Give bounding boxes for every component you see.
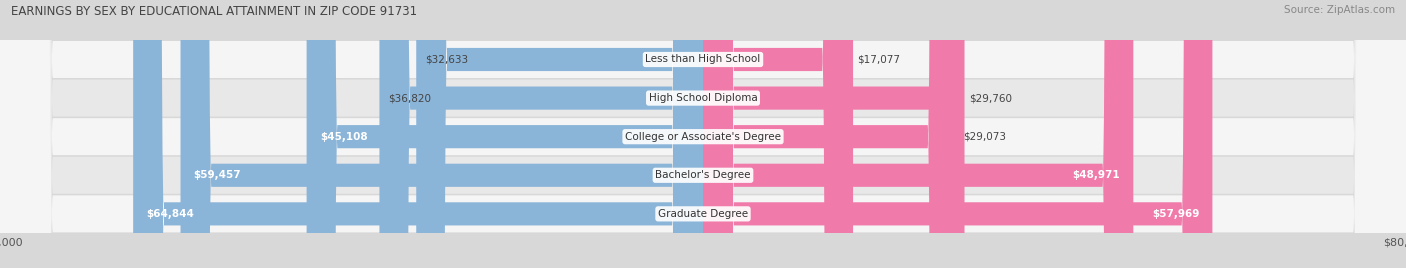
- Text: $29,760: $29,760: [969, 93, 1012, 103]
- FancyBboxPatch shape: [134, 0, 703, 268]
- Text: College or Associate's Degree: College or Associate's Degree: [626, 132, 780, 142]
- Text: Graduate Degree: Graduate Degree: [658, 209, 748, 219]
- Text: $64,844: $64,844: [146, 209, 194, 219]
- Text: EARNINGS BY SEX BY EDUCATIONAL ATTAINMENT IN ZIP CODE 91731: EARNINGS BY SEX BY EDUCATIONAL ATTAINMEN…: [11, 5, 418, 18]
- Text: $17,077: $17,077: [858, 54, 900, 65]
- Text: $57,969: $57,969: [1152, 209, 1199, 219]
- FancyBboxPatch shape: [180, 0, 703, 268]
- FancyBboxPatch shape: [703, 0, 1212, 268]
- Text: Source: ZipAtlas.com: Source: ZipAtlas.com: [1284, 5, 1395, 15]
- Text: $29,073: $29,073: [963, 132, 1005, 142]
- FancyBboxPatch shape: [703, 0, 853, 268]
- FancyBboxPatch shape: [380, 0, 703, 268]
- Text: $59,457: $59,457: [194, 170, 242, 180]
- Text: $45,108: $45,108: [319, 132, 367, 142]
- Text: Less than High School: Less than High School: [645, 54, 761, 65]
- Text: $48,971: $48,971: [1073, 170, 1121, 180]
- Text: $32,633: $32,633: [425, 54, 468, 65]
- FancyBboxPatch shape: [703, 0, 1133, 268]
- FancyBboxPatch shape: [703, 0, 965, 268]
- Text: Bachelor's Degree: Bachelor's Degree: [655, 170, 751, 180]
- FancyBboxPatch shape: [703, 0, 959, 268]
- FancyBboxPatch shape: [416, 0, 703, 268]
- FancyBboxPatch shape: [307, 0, 703, 268]
- Text: High School Diploma: High School Diploma: [648, 93, 758, 103]
- Text: $36,820: $36,820: [388, 93, 432, 103]
